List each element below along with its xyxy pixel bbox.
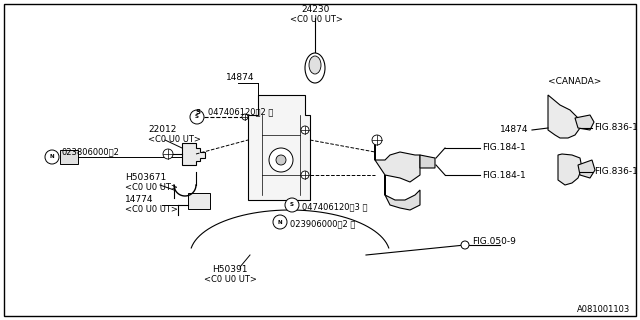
- Bar: [188, 193, 210, 209]
- Bar: [60, 150, 78, 164]
- Circle shape: [45, 150, 59, 164]
- Text: 24230: 24230: [302, 5, 330, 14]
- Circle shape: [301, 126, 309, 134]
- Text: FIG.184-1: FIG.184-1: [482, 171, 525, 180]
- Polygon shape: [558, 154, 582, 185]
- Circle shape: [285, 198, 299, 212]
- Text: S: S: [195, 115, 199, 119]
- Polygon shape: [578, 160, 595, 178]
- Text: 023806000（2: 023806000（2: [62, 148, 120, 156]
- Polygon shape: [548, 95, 580, 138]
- Text: 047406120（2 ）: 047406120（2 ）: [208, 108, 273, 116]
- Text: 14774: 14774: [125, 196, 154, 204]
- Polygon shape: [575, 115, 594, 130]
- Polygon shape: [420, 155, 435, 168]
- Text: FIG.836-1: FIG.836-1: [594, 123, 638, 132]
- Text: 14874: 14874: [499, 125, 528, 134]
- Text: H50391: H50391: [212, 266, 248, 275]
- Text: <C0 U0 UT>: <C0 U0 UT>: [125, 204, 178, 213]
- Text: <CANADA>: <CANADA>: [548, 77, 602, 86]
- Polygon shape: [182, 143, 205, 165]
- Text: S: S: [290, 203, 294, 207]
- Text: <C0 U0 UT>: <C0 U0 UT>: [289, 14, 342, 23]
- Text: 22012: 22012: [148, 125, 177, 134]
- Circle shape: [372, 135, 382, 145]
- Ellipse shape: [305, 53, 325, 83]
- Text: FIG.184-1: FIG.184-1: [482, 142, 525, 151]
- Text: 14874: 14874: [226, 73, 254, 82]
- Text: 047406120（3 ）: 047406120（3 ）: [302, 203, 367, 212]
- Text: FIG.836-1: FIG.836-1: [594, 167, 638, 177]
- Text: 023906000（2 ）: 023906000（2 ）: [290, 220, 355, 228]
- Text: <C0 U0 UT>: <C0 U0 UT>: [125, 182, 178, 191]
- Circle shape: [163, 149, 173, 159]
- Circle shape: [190, 110, 204, 124]
- Text: N: N: [50, 155, 54, 159]
- Text: H503671: H503671: [125, 173, 166, 182]
- Text: A081001103: A081001103: [577, 306, 630, 315]
- Polygon shape: [248, 95, 310, 200]
- Ellipse shape: [309, 56, 321, 74]
- Polygon shape: [385, 175, 420, 210]
- Text: S: S: [195, 109, 200, 115]
- Circle shape: [242, 114, 248, 120]
- Text: N: N: [278, 220, 282, 225]
- Circle shape: [301, 171, 309, 179]
- Polygon shape: [375, 140, 420, 182]
- Circle shape: [269, 148, 293, 172]
- Text: FIG.050-9: FIG.050-9: [472, 236, 516, 245]
- Circle shape: [273, 215, 287, 229]
- Circle shape: [276, 155, 286, 165]
- Text: <C0 U0 UT>: <C0 U0 UT>: [148, 134, 201, 143]
- Text: <C0 U0 UT>: <C0 U0 UT>: [204, 275, 257, 284]
- Circle shape: [461, 241, 469, 249]
